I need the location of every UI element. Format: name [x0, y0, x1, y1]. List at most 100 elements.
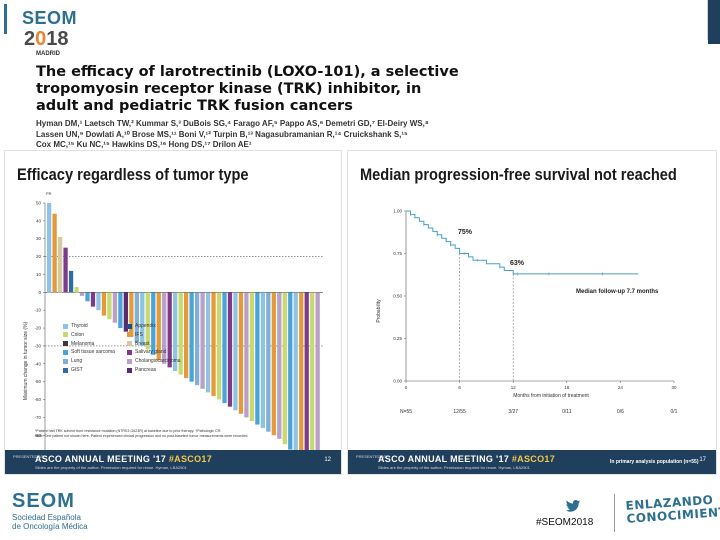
- waterfall-bar: [315, 292, 320, 451]
- waterfall-bar: [255, 292, 260, 425]
- legend-swatch: [127, 358, 132, 364]
- y-axis-label: Maximum change in tumor size (%): [23, 321, 29, 400]
- waterfall-bar: [211, 292, 216, 396]
- legend-item: Thyroid: [63, 323, 88, 329]
- pr-label: PR: [46, 191, 52, 196]
- waterfall-bar: [227, 292, 233, 407]
- legend-label: GIST: [71, 367, 83, 373]
- waterfall-bar: [151, 292, 156, 355]
- seom-sub: Sociedad Española de Oncología Médica: [12, 513, 88, 531]
- legend-label: Cholangiocarcinoma: [135, 358, 181, 365]
- km-y-tick-label: 0.25: [393, 336, 402, 341]
- waterfall-bar: [299, 292, 304, 451]
- waterfall-bar: [233, 292, 238, 411]
- legend-item: Pancreas: [127, 367, 156, 373]
- waterfall-bar: [293, 292, 298, 451]
- km-y-tick-label: 0.50: [393, 294, 402, 299]
- footer-sub: Slides are the property of the author. P…: [35, 465, 187, 470]
- waterfall-bar: [68, 270, 74, 293]
- waterfall-bar: [47, 203, 52, 293]
- waterfall-chart: 50403020100-10-20-30-40-50-60-70-80-90-1…: [23, 191, 323, 451]
- paper-title: The efficacy of larotrectinib (LOXO-101)…: [36, 64, 459, 114]
- legend-label: IFS: [135, 331, 143, 338]
- y-tick-label: -40: [34, 361, 41, 366]
- legend-swatch: [63, 358, 68, 364]
- waterfall-bar: [205, 292, 211, 393]
- n-at-risk-value: 3/27: [508, 409, 518, 415]
- y-tick-label: -60: [34, 397, 41, 402]
- waterfall-bar: [249, 292, 255, 421]
- n-at-risk-value: 0/6: [617, 409, 624, 415]
- legend-swatch: [127, 323, 132, 329]
- hashtag-seom2018[interactable]: #SEOM2018: [536, 517, 594, 528]
- seom-word: SEOM: [12, 490, 75, 512]
- y-tick-label: 50: [36, 201, 42, 206]
- meeting-name: ASCO ANNUAL MEETING '17 #ASCO17: [378, 454, 555, 464]
- legend-label: Lung: [71, 358, 83, 365]
- seom-2018-logo: SEOM 2018 MADRID: [0, 0, 110, 62]
- legend-item: IFS: [127, 332, 143, 338]
- waterfall-bar: [310, 292, 315, 451]
- waterfall-bar: [173, 292, 178, 371]
- slide-footer-right: PRESENTED AT: ASCO ANNUAL MEETING '17 #A…: [348, 450, 716, 474]
- y-tick-label: 30: [36, 236, 42, 241]
- legend-swatch: [63, 349, 68, 355]
- waterfall-bar: [282, 292, 287, 445]
- km-chart: 1.00 0.75 0.50 0.25 0.000 6 12 18 24 30 Probabili…: [376, 209, 678, 416]
- waterfall-bar: [162, 292, 167, 364]
- y-tick-label: 10: [36, 272, 42, 277]
- waterfall-bar: [134, 292, 139, 343]
- logo-word: SEOM: [22, 8, 78, 28]
- legend-item: Cholangiocarcinoma: [127, 358, 181, 364]
- legend-label: Breast: [135, 340, 150, 347]
- km-x-tick-label: 0: [405, 385, 408, 390]
- y-tick-label: -20: [34, 326, 41, 331]
- waterfall-bar: [63, 247, 68, 293]
- y-tick-label: 0: [38, 290, 41, 295]
- y-tick-label: -10: [34, 308, 41, 313]
- waterfall-bar: [52, 213, 57, 293]
- km-y-tick-label: 0.75: [393, 251, 402, 256]
- twitter-icon: [565, 500, 581, 512]
- km-x-tick-label: 30: [671, 385, 677, 390]
- presented-at: PRESENTED AT:: [356, 454, 387, 459]
- legend-swatch: [63, 367, 68, 373]
- legend-swatch: [127, 341, 132, 347]
- paper-authors: Hyman DM,¹ Laetsch TW,² Kummar S,³ DuBoi…: [36, 119, 429, 149]
- waterfall-bar: [200, 292, 205, 389]
- waterfall-bar: [266, 292, 271, 432]
- waterfall-bar: [112, 292, 118, 323]
- km-y-tick-label: 1.00: [393, 209, 402, 214]
- legend-label: Melanoma: [71, 340, 95, 347]
- waterfall-bar: [184, 292, 189, 379]
- legend-label: Soft tissue sarcoma: [71, 349, 115, 356]
- waterfall-bar: [79, 292, 85, 296]
- legend-label: Thyroid: [71, 323, 88, 329]
- waterfall-bar: [216, 292, 222, 400]
- waterfall-bar: [189, 292, 194, 382]
- logo-year: 2018: [24, 28, 69, 50]
- waterfall-bars: [47, 203, 320, 451]
- corner-strip: [708, 0, 720, 44]
- n-at-risk-label: N=55: [400, 409, 412, 415]
- y-tick-label: -70: [34, 415, 41, 420]
- seom-brand-logo: SEOM Sociedad Española de Oncología Médi…: [12, 490, 88, 531]
- waterfall-bar: [129, 292, 134, 337]
- legend-item: Breast: [127, 341, 149, 347]
- population-note: In primary analysis population (n=55): [610, 459, 699, 465]
- waterfall-bar: [123, 292, 128, 332]
- legend-label: Colon: [71, 331, 85, 338]
- waterfall-bar: [244, 292, 249, 418]
- n-at-risk-row: 12/55 3/27 0/11 0/6 0/1: [453, 409, 677, 415]
- bottom-branding-bar: [0, 480, 720, 540]
- waterfall-bar: [271, 292, 276, 436]
- logo-mark-icon: [4, 4, 14, 34]
- waterfall-bar: [140, 292, 145, 346]
- km-y-label: Probability: [376, 299, 382, 323]
- y-tick-label: -30: [34, 343, 41, 348]
- annotation-63: 63%: [510, 260, 525, 267]
- logo-city: MADRID: [36, 51, 60, 57]
- y-tick-label: -50: [34, 379, 41, 384]
- km-x-tick-label: 18: [564, 385, 570, 390]
- y-tick-label: -80: [34, 433, 41, 438]
